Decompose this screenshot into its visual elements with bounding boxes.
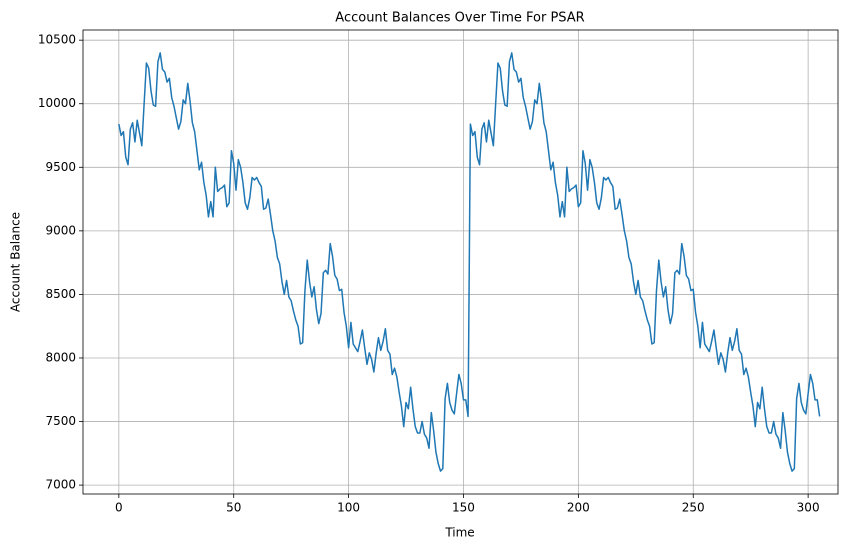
chart-title: Account Balances Over Time For PSAR (335, 11, 584, 26)
y-tick-label: 8000 (45, 350, 76, 364)
x-tick-label: 200 (567, 501, 590, 515)
y-tick-label: 9500 (45, 160, 76, 174)
y-axis-label: Account Balance (9, 212, 23, 312)
x-tick-label: 300 (797, 501, 820, 515)
data-line (118, 52, 821, 472)
x-tick-label: 0 (115, 501, 123, 515)
plot-frame (82, 29, 839, 495)
x-axis-label: Time (444, 526, 474, 540)
x-tick-label: 150 (452, 501, 475, 515)
y-tick-label: 8500 (45, 287, 76, 301)
y-tick-label: 7500 (45, 414, 76, 428)
y-tick-label: 10500 (38, 33, 76, 47)
y-tick-label: 7000 (45, 478, 76, 492)
x-tick-label: 250 (682, 501, 705, 515)
y-tick-label: 9000 (45, 223, 76, 237)
x-tick-label: 50 (226, 501, 241, 515)
y-tick-label: 10000 (38, 96, 76, 110)
x-tick-label: 100 (337, 501, 360, 515)
